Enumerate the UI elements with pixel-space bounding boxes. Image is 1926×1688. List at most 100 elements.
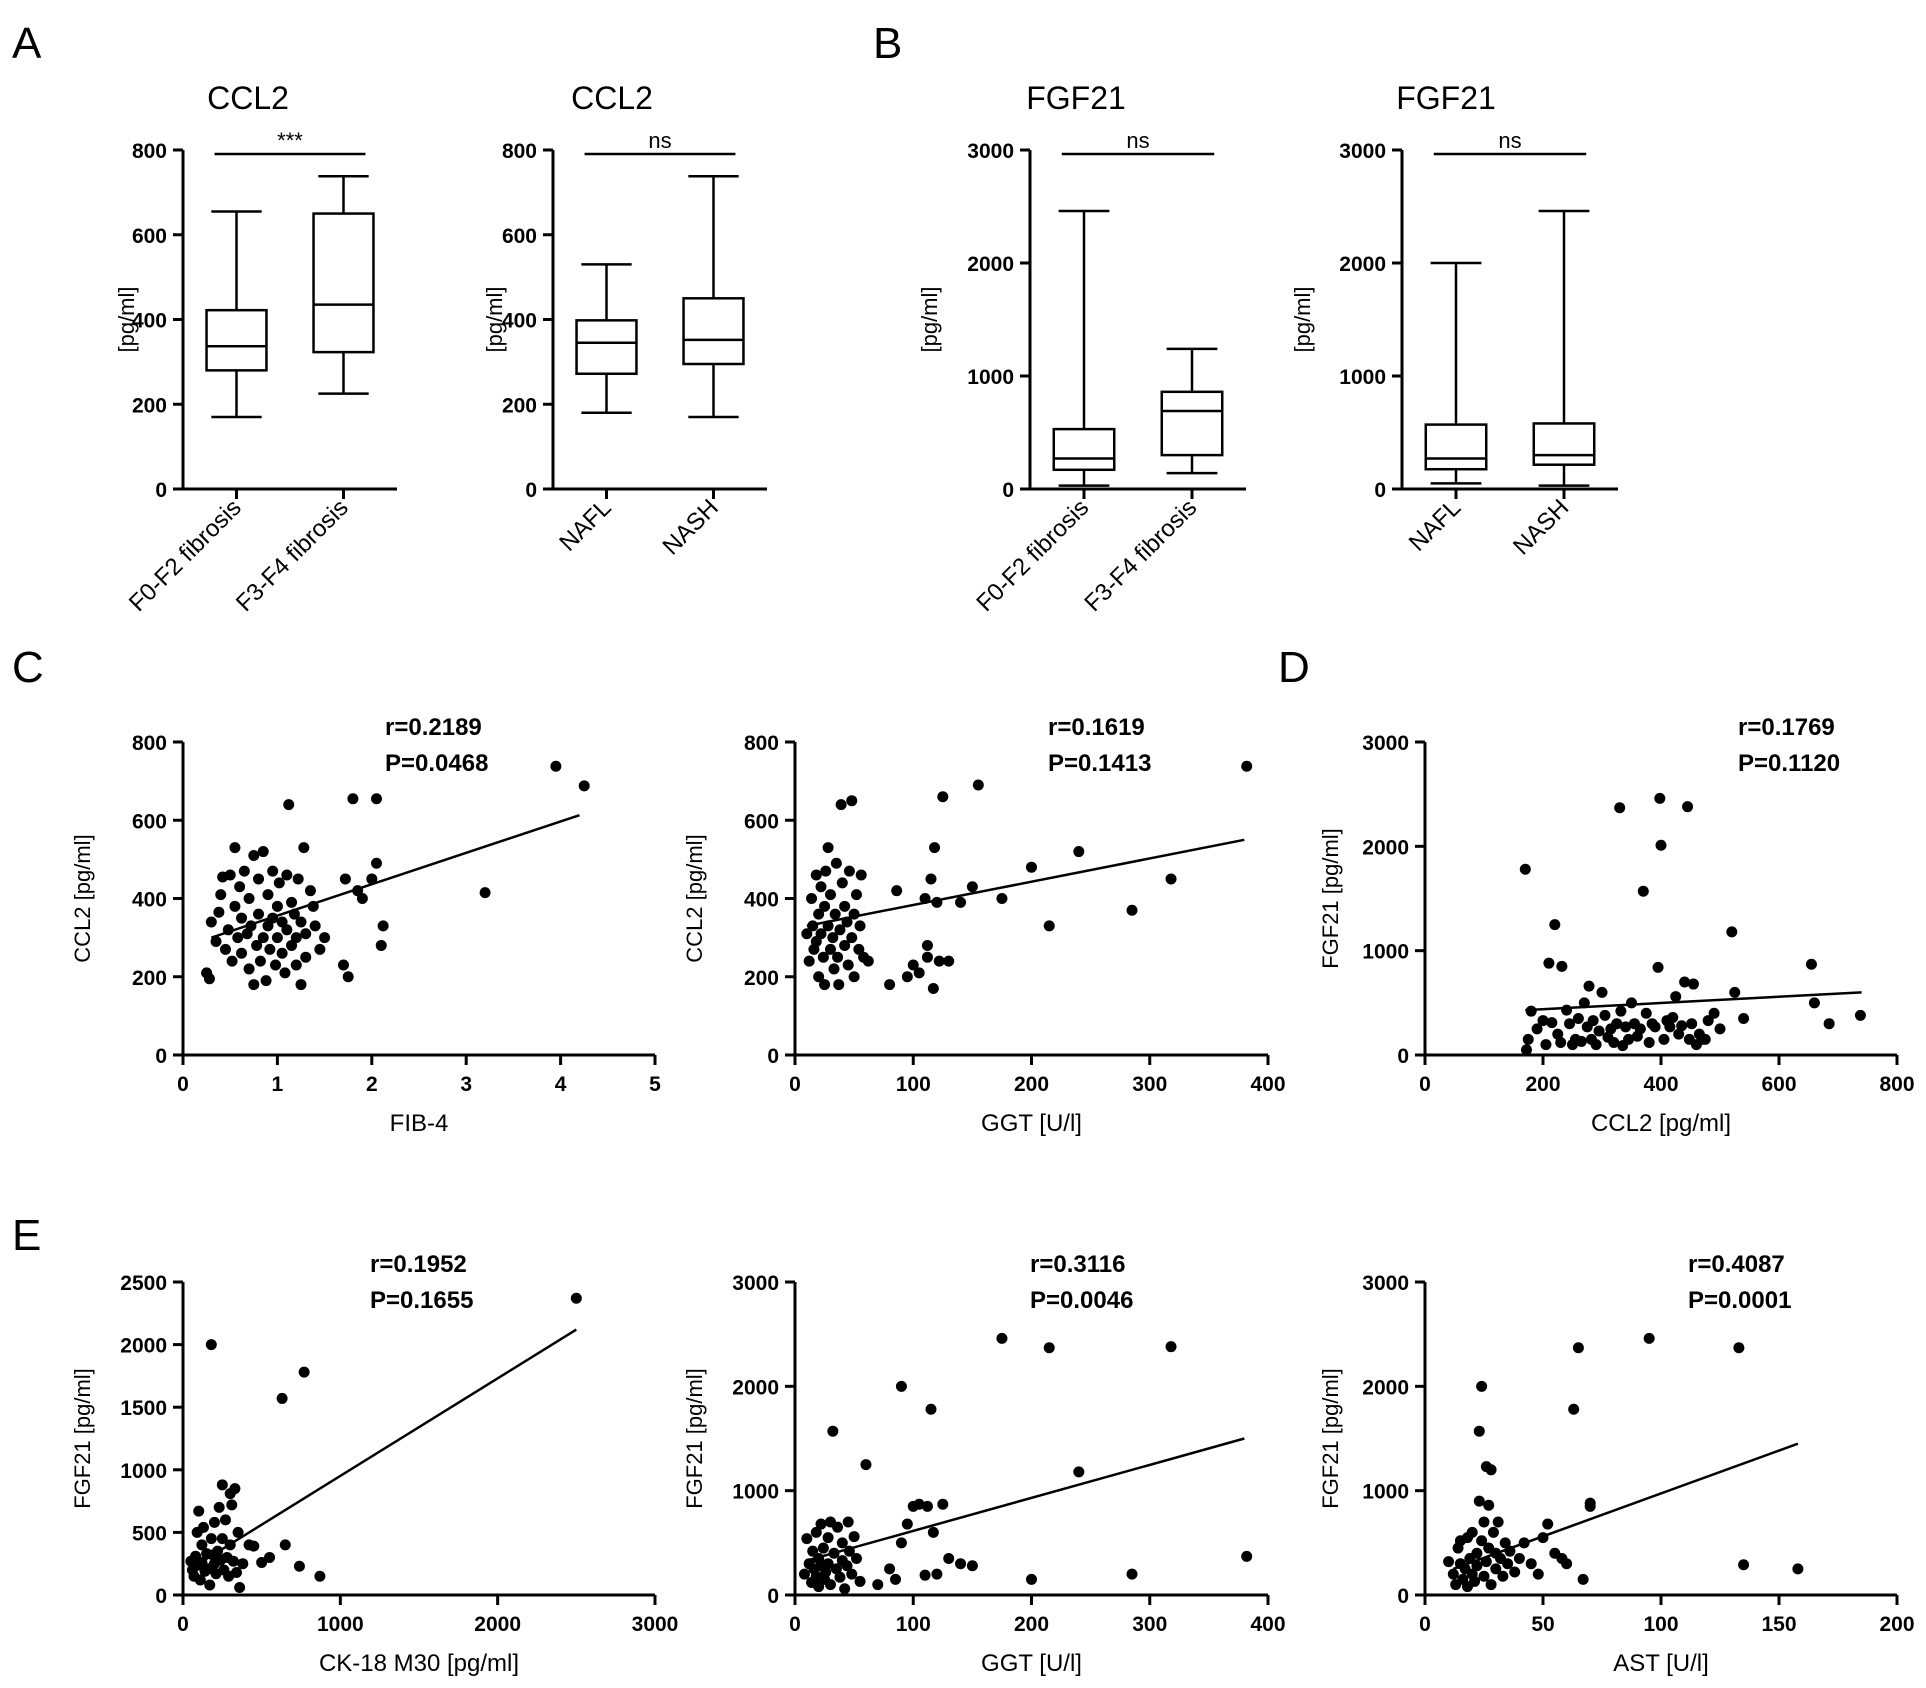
data-point	[1043, 1342, 1055, 1354]
data-point	[267, 865, 279, 877]
data-point	[1823, 1018, 1835, 1030]
data-point	[224, 869, 236, 881]
data-point	[832, 1521, 844, 1533]
box	[205, 308, 268, 372]
data-point	[827, 1425, 839, 1437]
data-point	[371, 793, 383, 805]
data-point	[1540, 1039, 1552, 1051]
data-point	[931, 1568, 943, 1580]
data-point	[817, 1542, 829, 1554]
data-point	[232, 932, 244, 944]
y-tick-label: 1000	[1339, 366, 1386, 389]
data-point	[1026, 861, 1037, 873]
y-tick-label: 0	[1397, 1045, 1409, 1068]
data-point	[232, 1526, 244, 1538]
data-point	[927, 982, 939, 994]
data-point	[839, 900, 851, 912]
data-point	[1471, 1547, 1483, 1559]
x-tick-label: 1	[272, 1073, 284, 1096]
data-point	[1549, 919, 1561, 931]
data-point	[835, 799, 847, 811]
data-point	[286, 896, 298, 908]
data-point	[226, 1499, 238, 1511]
data-point	[891, 885, 903, 897]
x-tick-label: 800	[1879, 1073, 1914, 1096]
y-tick-label: 2000	[1362, 836, 1409, 859]
data-point	[895, 1380, 907, 1392]
data-point	[1483, 1499, 1495, 1511]
data-point	[1667, 1011, 1679, 1023]
data-point	[1556, 960, 1568, 972]
x-tick-label: 600	[1761, 1073, 1796, 1096]
data-point	[836, 1537, 848, 1549]
data-point	[219, 943, 231, 955]
data-point	[270, 959, 282, 971]
data-point	[872, 1579, 884, 1591]
data-point	[890, 1573, 902, 1585]
panel-label-e: E	[12, 1211, 41, 1260]
data-point	[1637, 885, 1649, 897]
data-point	[371, 857, 383, 869]
data-point	[1509, 1566, 1521, 1578]
y-tick-label: 1500	[120, 1397, 167, 1420]
data-point	[243, 893, 255, 904]
x-tick-label: 4	[555, 1073, 567, 1096]
x-tick-label: 50	[1531, 1613, 1554, 1636]
y-axis-label: [pg/ml]	[482, 286, 507, 352]
data-point	[219, 1514, 231, 1526]
data-point	[1532, 1568, 1544, 1580]
y-tick-label: 800	[132, 732, 167, 755]
y-tick-label: 0	[155, 1045, 167, 1068]
data-point	[253, 873, 265, 885]
data-point	[205, 916, 217, 928]
data-point	[1634, 1023, 1646, 1035]
data-point	[1499, 1537, 1511, 1549]
y-tick-label: 2000	[1339, 253, 1386, 276]
data-point	[356, 893, 368, 904]
data-point	[260, 975, 272, 987]
data-point	[839, 1583, 851, 1595]
data-point	[304, 885, 316, 897]
data-point	[366, 873, 378, 885]
data-point	[290, 932, 302, 944]
data-point	[822, 842, 834, 854]
x-tick-label: 200	[1879, 1613, 1914, 1636]
x-axis-label: AST [U/l]	[1613, 1650, 1709, 1677]
data-point	[300, 928, 312, 940]
correlation-p: P=0.0001	[1688, 1287, 1791, 1314]
x-category-label: F3-F4 fibrosis	[231, 494, 354, 617]
data-point	[213, 906, 225, 918]
chart-title: CCL2	[571, 80, 653, 116]
data-point	[264, 943, 276, 955]
data-point	[1584, 1497, 1596, 1509]
data-point	[1443, 1556, 1455, 1568]
y-tick-label: 2000	[1362, 1376, 1409, 1399]
chart-title: CCL2	[207, 80, 289, 116]
data-point	[1623, 1033, 1635, 1045]
data-point	[216, 1479, 228, 1491]
data-point	[279, 967, 291, 979]
chart-a1: 0 200 400 600 800 [pg/ml] CCL2 *** F0-F2 fibrosi…	[114, 80, 397, 617]
data-point	[314, 1570, 326, 1582]
data-point	[1649, 1021, 1661, 1033]
y-tick-label: 800	[502, 140, 537, 163]
x-tick-label: 3	[460, 1073, 472, 1096]
data-point	[238, 865, 250, 877]
data-point	[855, 869, 867, 881]
data-point	[1542, 1518, 1554, 1530]
data-point	[248, 849, 260, 861]
data-point	[929, 842, 941, 854]
data-point	[1555, 1036, 1567, 1048]
data-point	[806, 893, 818, 904]
data-point	[921, 951, 933, 963]
data-point	[283, 799, 295, 811]
data-point	[854, 1575, 866, 1587]
data-point	[1476, 1535, 1488, 1547]
data-point	[966, 881, 978, 893]
data-point	[937, 791, 949, 803]
data-point	[264, 1551, 276, 1563]
data-point	[230, 1566, 242, 1578]
data-point	[1611, 1018, 1623, 1030]
data-point	[1043, 920, 1055, 932]
y-tick-label: 500	[132, 1522, 167, 1545]
